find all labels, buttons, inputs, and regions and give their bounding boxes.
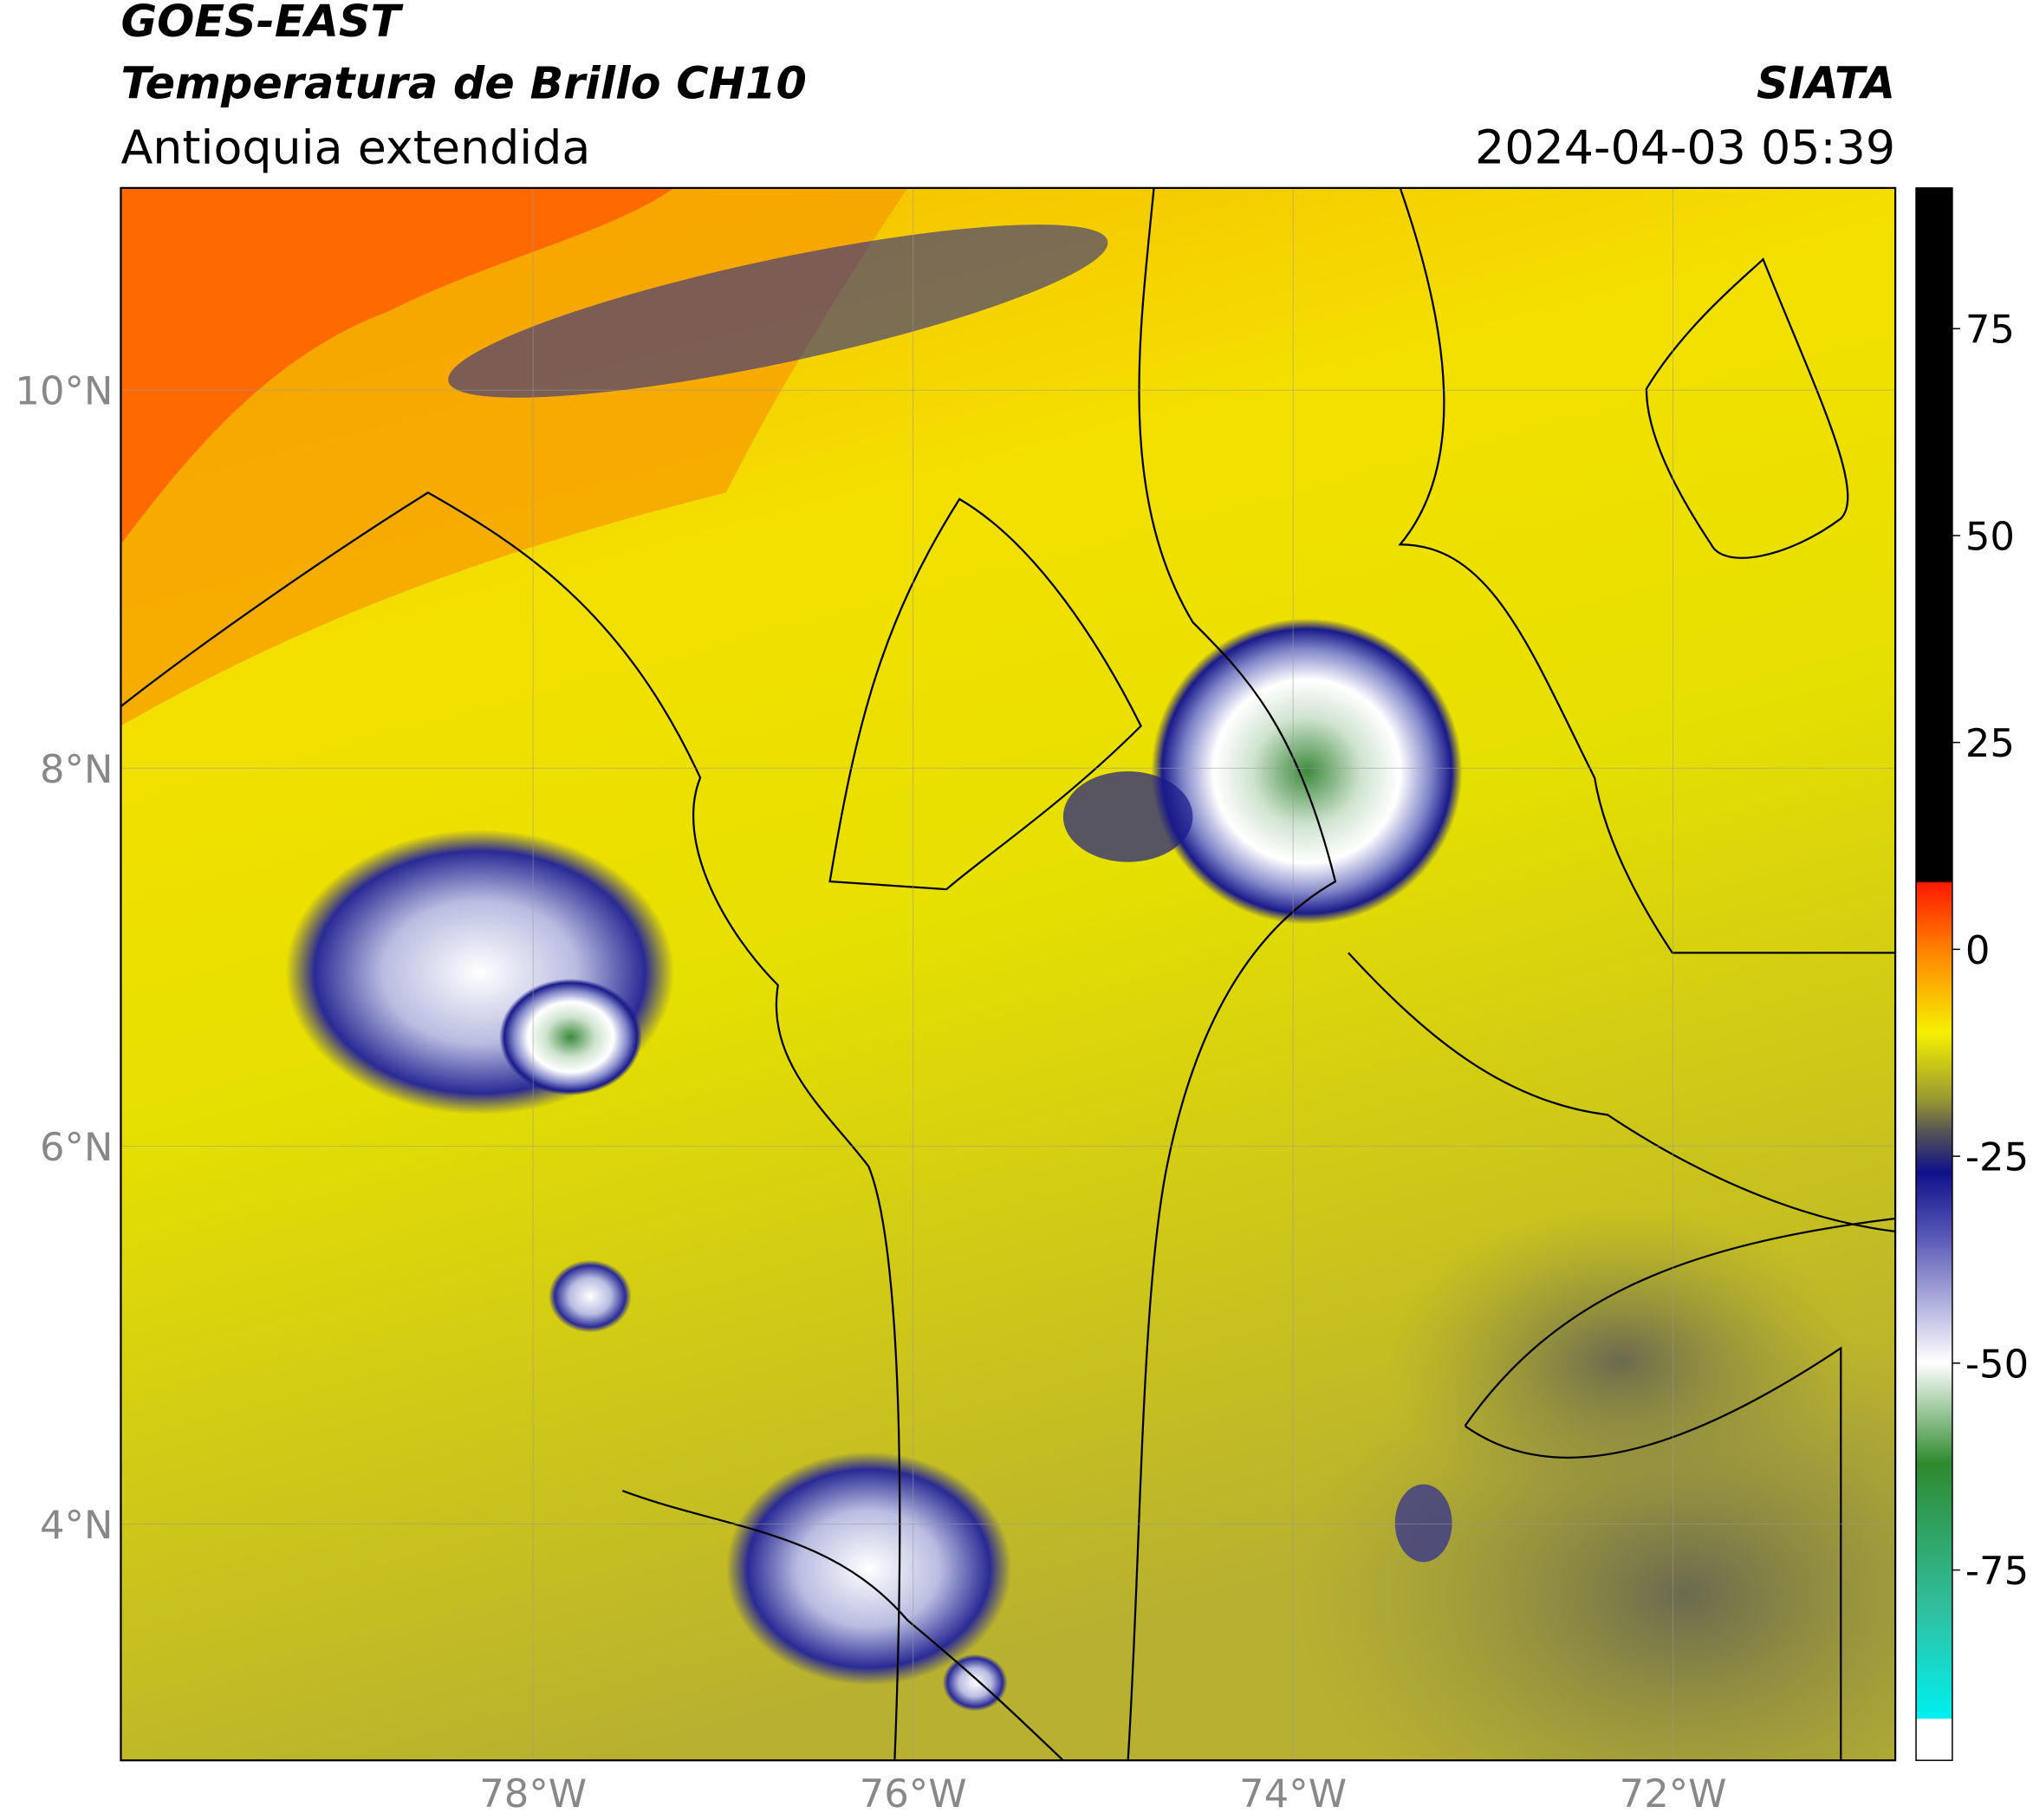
colorbar-tick-label: -75: [1965, 1548, 2029, 1594]
lat-tick-label: 6°N: [40, 1124, 114, 1170]
lon-tick-label: 74°W: [1239, 1771, 1347, 1817]
colorbar-tick-label: -50: [1965, 1341, 2029, 1387]
colorbar-tick-label: 50: [1965, 513, 2015, 559]
source: SIATA: [1757, 58, 1895, 109]
region: Antioquia extendida: [120, 120, 590, 174]
graticule: [120, 187, 1896, 1761]
lon-tick-label: 78°W: [479, 1771, 587, 1817]
subtitle: Temperatura de Brillo CH10: [120, 58, 806, 109]
lon-tick-label: 72°W: [1620, 1771, 1727, 1817]
colorbar-tick-label: 25: [1965, 720, 2015, 766]
colorbar-tick-label: 0: [1965, 927, 1991, 973]
lon-tick-label: 76°W: [860, 1771, 967, 1817]
satellite-image: [120, 187, 1896, 1761]
colorbar: [1915, 187, 1953, 1761]
title: GOES-EAST: [120, 0, 404, 47]
datetime: 2024-04-03 05:39: [1475, 120, 1895, 174]
map-frame: [120, 186, 1897, 1762]
lat-tick-label: 10°N: [15, 368, 113, 414]
lat-tick-label: 8°N: [40, 746, 114, 792]
colorbar-tick-label: -25: [1965, 1134, 2029, 1180]
lat-tick-label: 4°N: [40, 1502, 114, 1548]
colorbar-tick-label: 75: [1965, 307, 2015, 353]
